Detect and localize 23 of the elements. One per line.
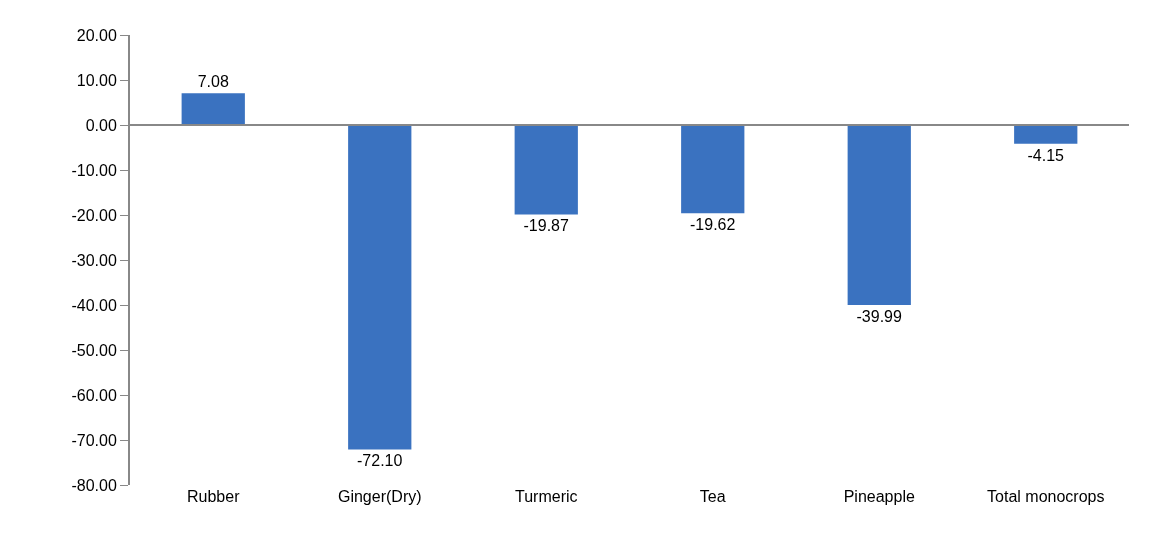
data-label: 7.08	[197, 73, 229, 91]
x-tick-label: Tea	[699, 488, 726, 505]
x-tick-label: Pineapple	[843, 488, 915, 505]
y-tick-label: 20.00	[76, 26, 117, 44]
y-tick-label: -50.00	[71, 341, 117, 359]
y-tick-label: 0.00	[85, 116, 117, 134]
x-tick-label: Turmeric	[514, 488, 578, 505]
x-tick-label: Total monocrops	[987, 488, 1105, 505]
data-label: -72.10	[357, 452, 403, 470]
y-tick-label: -70.00	[71, 431, 117, 449]
y-tick-label: -30.00	[71, 251, 117, 269]
data-label: -19.62	[690, 216, 736, 234]
y-tick-label: -10.00	[71, 161, 117, 179]
y-tick-label: -60.00	[71, 386, 117, 404]
y-tick-label: -20.00	[71, 206, 117, 224]
y-tick-label: 10.00	[76, 71, 117, 89]
y-tick-label: -40.00	[71, 296, 117, 314]
y-tick-label: -80.00	[71, 476, 117, 494]
data-label: -19.87	[523, 217, 569, 235]
x-tick-label: Rubber	[187, 488, 241, 505]
data-label: -39.99	[856, 307, 902, 325]
data-label: -4.15	[1027, 146, 1065, 164]
x-tick-label: Ginger(Dry)	[337, 488, 422, 505]
